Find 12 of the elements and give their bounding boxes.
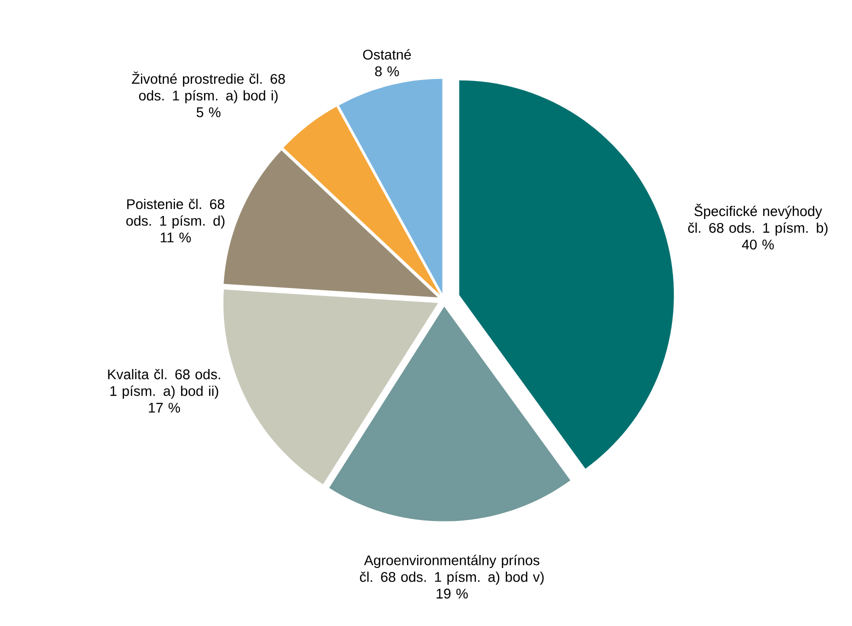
- slice-label: Špecifické nevýhody čl. 68 ods. 1 písm. b): [688, 204, 828, 236]
- slice-label: Poistenie čl. 68 ods. 1 písm. d): [126, 198, 224, 229]
- slice-label: Kvalita čl. 68 ods. 1 písm. a) bod ii): [108, 369, 220, 399]
- slice-label: Agroenvironmentálny prínos čl. 68 ods. 1 písm. a) bod v): [360, 554, 544, 585]
- data-label: 8 %: [375, 66, 399, 76]
- data-label: 5 %: [196, 107, 220, 118]
- slice-label: Ostatné: [363, 49, 411, 60]
- slice-label: Životné prostredie čl. 68 ods. 1 písm. a) bod i): [132, 71, 285, 104]
- data-label: 19 %: [436, 588, 468, 599]
- data-label: 17 %: [148, 402, 180, 413]
- data-label: 11 %: [160, 232, 191, 242]
- data-label: 40 %: [742, 240, 774, 250]
